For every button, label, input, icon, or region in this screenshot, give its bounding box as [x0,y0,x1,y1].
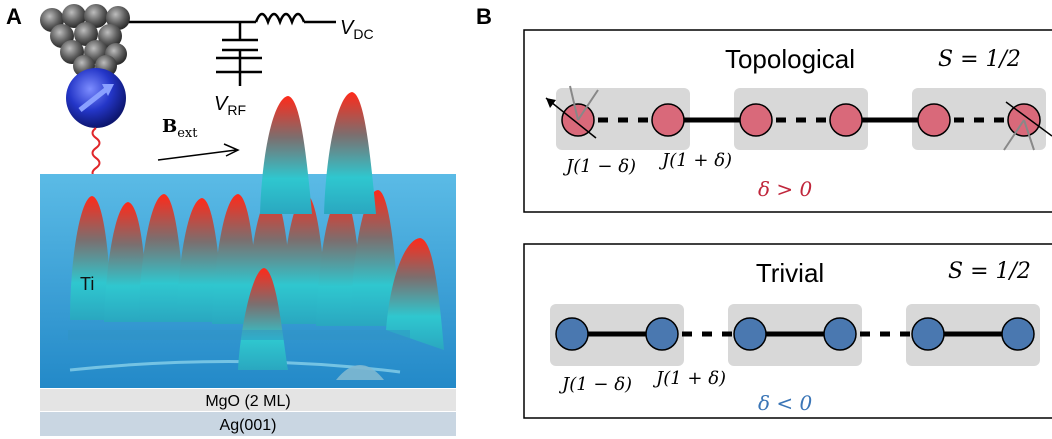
delta-positive: δ > 0 [758,177,813,201]
spin-site [733,317,767,351]
topological-title: Topological [725,44,855,74]
mgo-label: MgO (2 ML) [205,393,290,410]
trivial-title: Trivial [756,258,824,288]
spin-site [917,103,951,137]
ag-layer [40,412,456,436]
coupling-strong-label: J(1 + δ) [658,150,732,171]
ag-label: Ag(001) [220,417,277,434]
coupling-weak-label: J(1 − δ) [562,156,636,177]
vrf-label: VRF [214,93,246,118]
spin-site [829,103,863,137]
coupling-weak-label: J(1 − δ) [558,374,632,395]
panel-a-letter: A [6,4,22,29]
bext-arrow [157,143,240,161]
spin-site [651,103,685,137]
trivial-spin: S = 1/2 [948,259,1031,284]
delta-negative: δ < 0 [758,391,813,415]
topological-panel: Topological S = 1/2 [523,29,1052,213]
topological-spin: S = 1/2 [938,47,1021,72]
trivial-panel: Trivial S = 1/2 J(1 − δ) J(1 + δ) δ < 0 [523,243,1052,419]
stm-tip [40,4,130,77]
tip-spin-atom [66,68,126,128]
vdc-label: VDC [340,17,374,42]
spin-site [645,317,679,351]
coupling-strong-label: J(1 + δ) [652,368,726,389]
edge-spin-arrows-left [545,85,599,139]
panel-b-letter: B [476,4,492,29]
circuit [120,12,336,72]
mgo-layer [40,389,456,411]
spin-site [555,317,589,351]
ti-label: Ti [80,274,94,294]
bext-label: Bext [162,116,198,141]
ti-chain-peaks [68,92,444,380]
spin-site [911,317,945,351]
spin-site [823,317,857,351]
inductor-coil [254,12,306,26]
spin-site [739,103,773,137]
edge-spin-arrows-right [1003,101,1052,151]
capacitor-rf [216,56,262,86]
spin-site [1001,317,1035,351]
